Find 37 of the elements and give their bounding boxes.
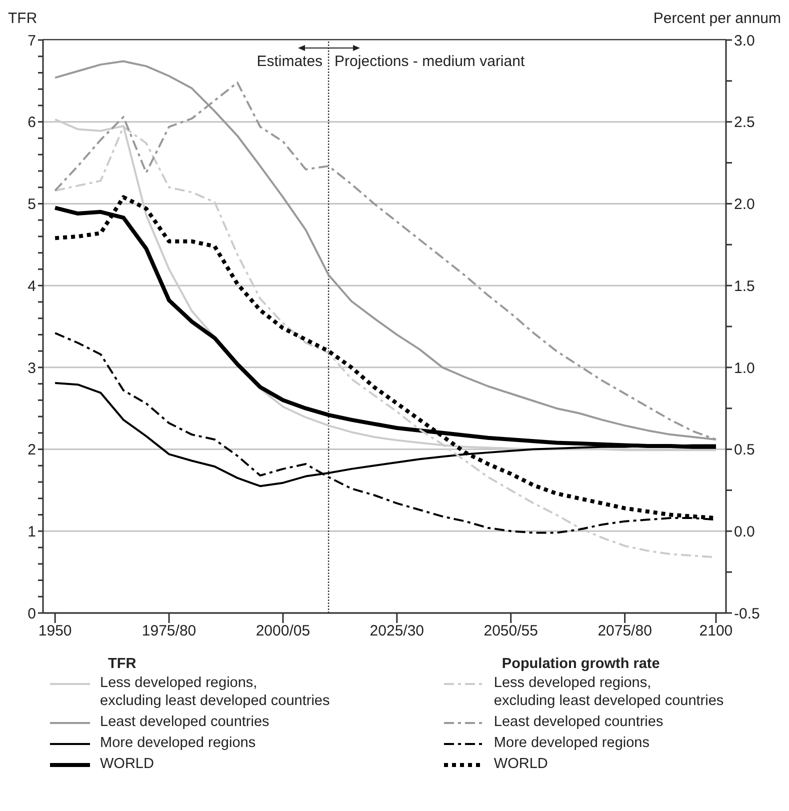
y2-tick-label: -0.5 [734, 605, 760, 622]
x-tick-label: 2000/05 [256, 622, 310, 640]
legend-label: More developed regions [100, 734, 256, 752]
text: Population growth rate [502, 656, 660, 672]
y-tick-label: 0 [28, 605, 36, 622]
x-tick-label: 2050/55 [484, 622, 538, 640]
y-tick-label: 6 [28, 114, 36, 132]
legend-label: Less developed regions, excluding least developed countries [494, 674, 724, 710]
annotation: Projections - medium variant [334, 53, 525, 70]
text: TFR [108, 656, 136, 672]
y-tick-label: 4 [28, 278, 36, 295]
y2-tick-label: 1.0 [734, 360, 755, 377]
y2-tick-label: 2.5 [734, 114, 755, 132]
y2-tick-label: 0.0 [734, 523, 755, 540]
x-tick-label: 2100 [699, 622, 733, 640]
y-tick-label: 2 [28, 442, 36, 459]
annotation: Estimates [256, 53, 323, 70]
y-tick-label: 5 [28, 196, 36, 214]
y-axis-title: TFR [8, 10, 38, 27]
legend-label: WORLD [494, 755, 548, 773]
y2-tick-label: 3.0 [734, 32, 755, 50]
legend-label: WORLD [100, 755, 154, 773]
y-tick-label: 7 [28, 32, 36, 50]
x-tick-label: 2025/30 [370, 622, 424, 640]
legend-label: Least developed countries [494, 713, 664, 731]
y2-tick-label: 1.5 [734, 278, 755, 295]
legend-label: Least developed countries [100, 713, 270, 731]
y-tick-label: 1 [28, 523, 36, 540]
y2-tick-label: 2.0 [734, 196, 755, 214]
y2-tick-label: 0.5 [734, 442, 755, 459]
x-tick-label: 1975/80 [142, 622, 196, 640]
y-tick-label: 3 [28, 360, 36, 377]
legend-label: More developed regions [494, 734, 650, 752]
y2-axis-title: Percent per annum [653, 10, 781, 27]
x-tick-label: 1950 [38, 622, 72, 640]
legend-label: Less developed regions, excluding least developed countries [100, 674, 330, 710]
x-tick-label: 2075/80 [598, 622, 652, 640]
